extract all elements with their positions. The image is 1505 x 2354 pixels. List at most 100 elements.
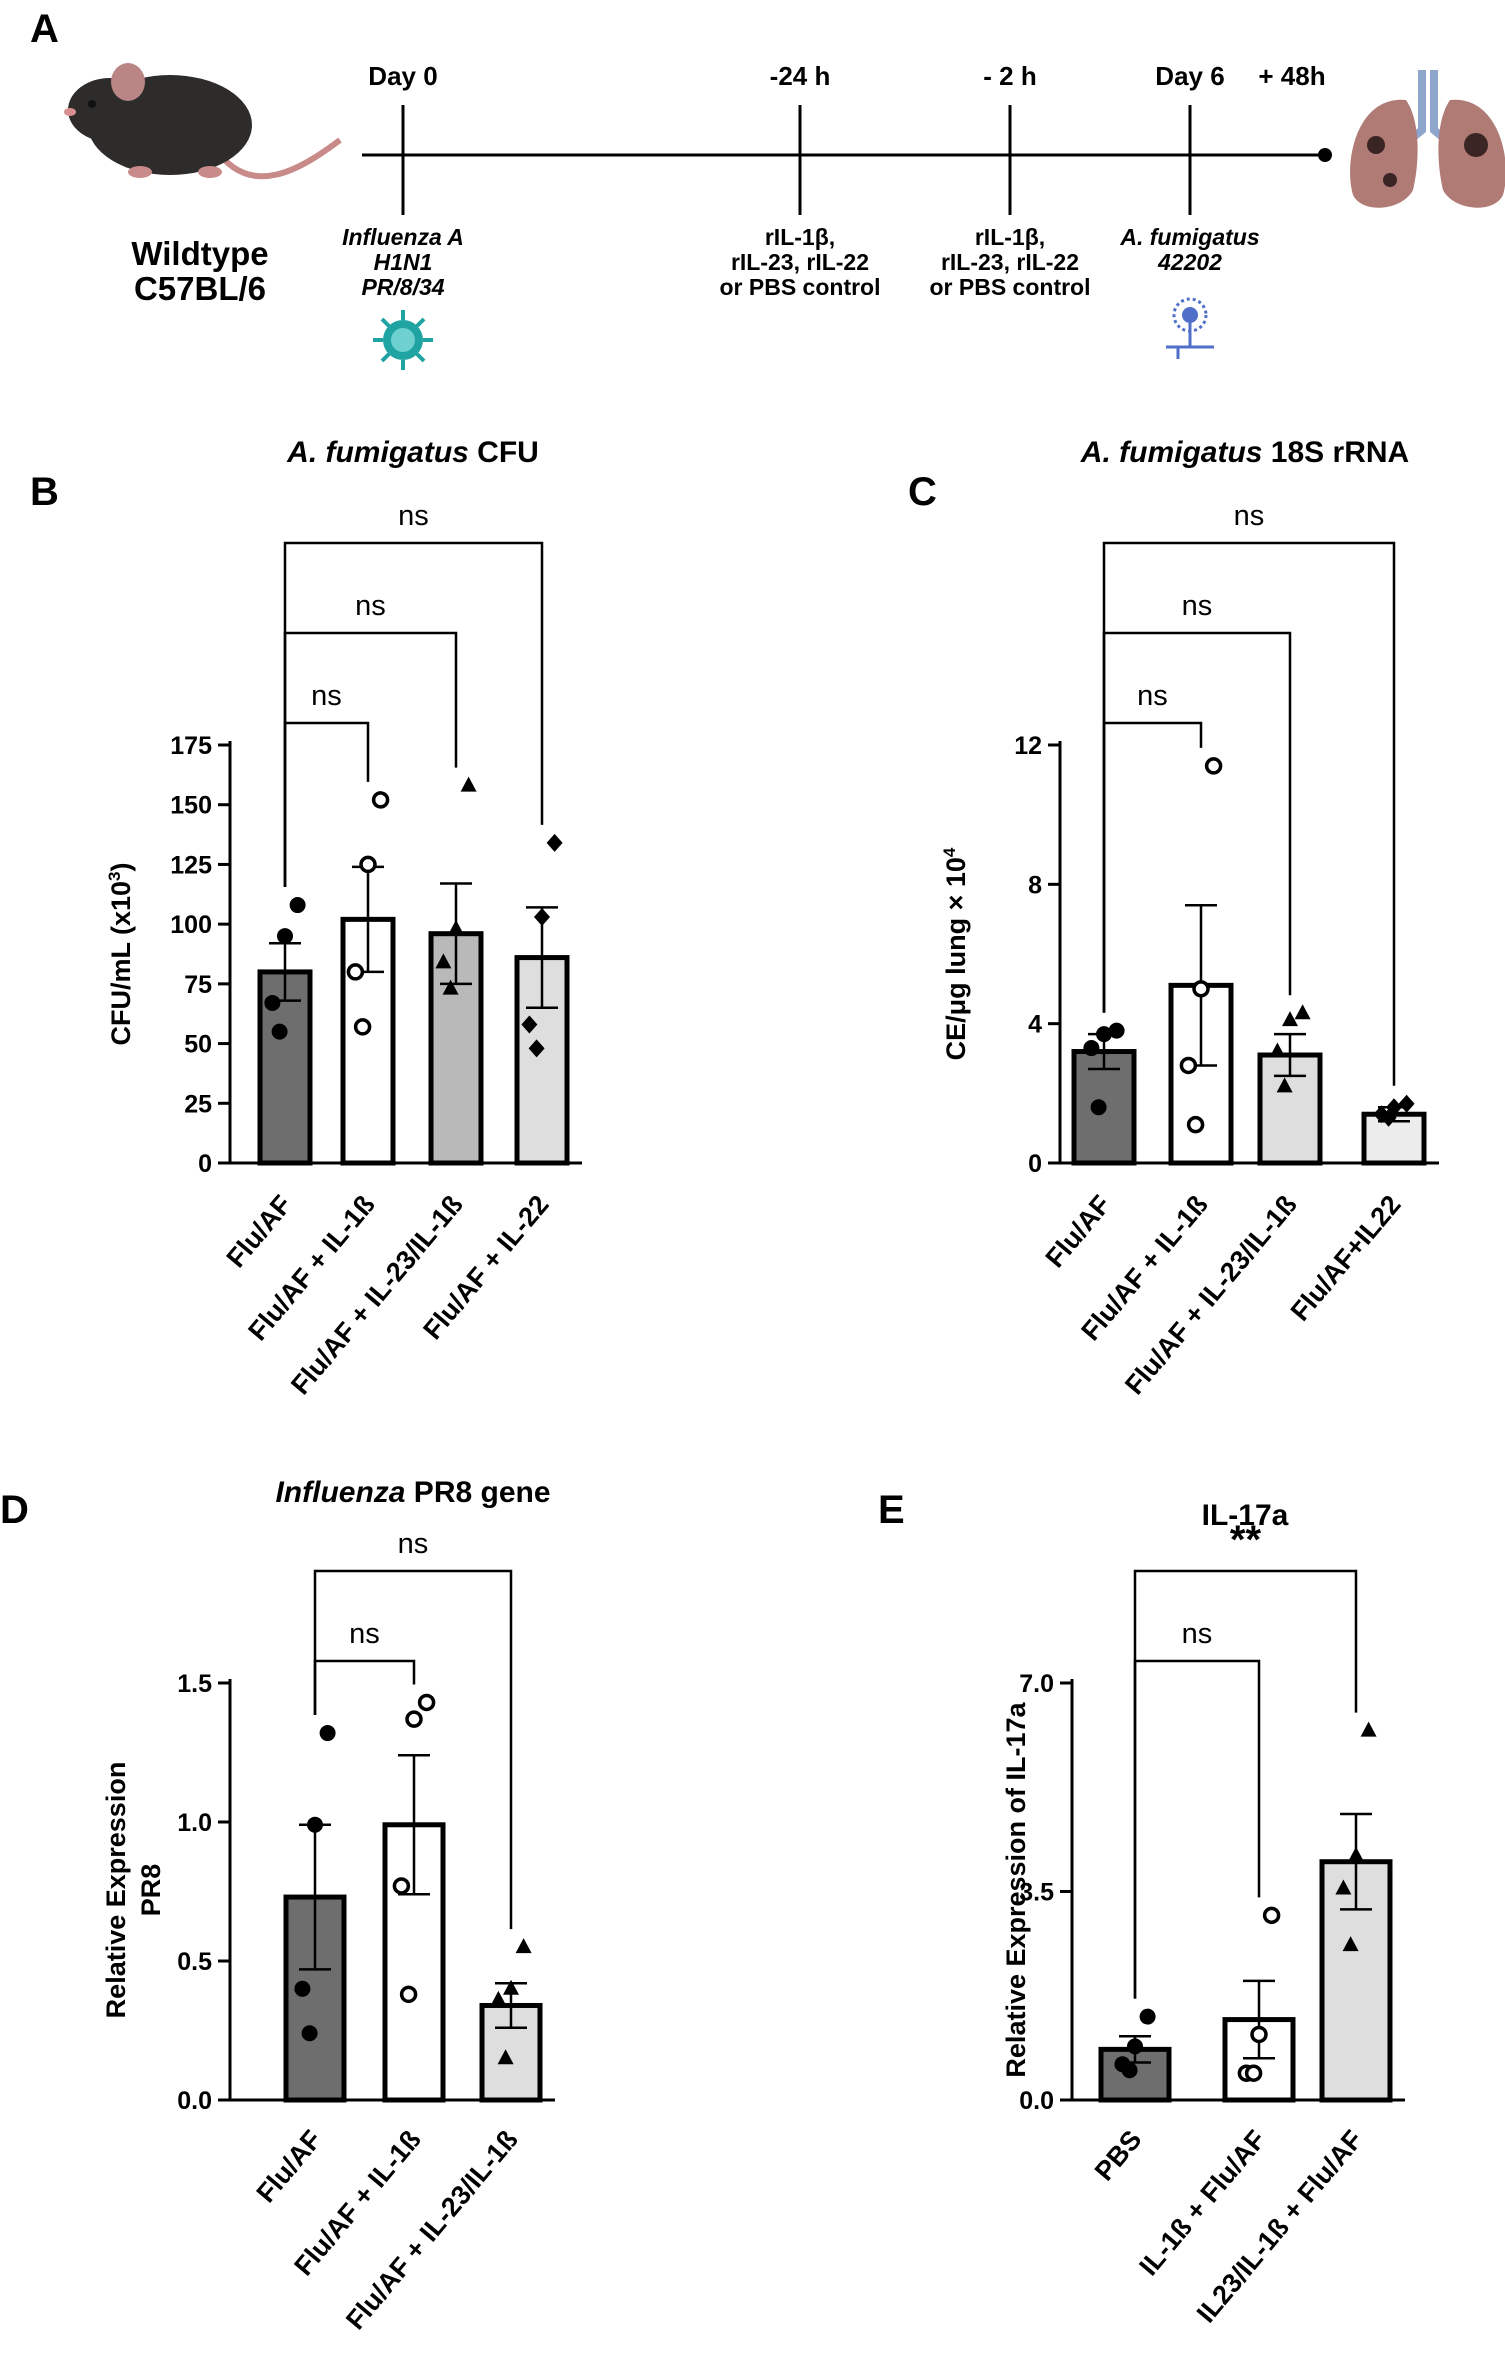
data-point [1398, 1094, 1415, 1113]
y-axis-label: CE/μg lung × 104 [940, 847, 971, 1060]
timeline-event-label: H1N1 [374, 249, 433, 275]
significance-bracket [313, 1659, 416, 1716]
data-point [497, 2049, 514, 2065]
panel-letter-c: C [908, 470, 937, 514]
data-point [1204, 757, 1223, 775]
data-point [1348, 1846, 1364, 1862]
data-point [528, 1039, 545, 1058]
chart-b: B A. fumigatus CFU 0 25 50 75 100 125 150 175 CFU/… [30, 436, 582, 1400]
data-point [1342, 1936, 1359, 1952]
data-point [277, 928, 293, 945]
data-point [435, 953, 452, 969]
data-point [1108, 1022, 1125, 1039]
data-point [1192, 980, 1210, 998]
data-point [353, 1018, 372, 1036]
panel-letter-e: E [878, 1488, 905, 1532]
x-category-label: Flu/AF [251, 2125, 328, 2209]
significance-bracket [1102, 541, 1396, 1086]
significance-label: ns [311, 680, 342, 712]
y-tick-label: 4 [1028, 1011, 1042, 1039]
x-category-label: PBS [1089, 2125, 1148, 2187]
timeline-event-label: rIL-1β, [975, 224, 1045, 250]
data-point [405, 1710, 423, 1728]
timeline-event-label: 42202 [1157, 249, 1222, 275]
y-tick-label: 175 [170, 732, 212, 760]
data-point [1262, 1906, 1281, 1925]
y-tick-label: 1.5 [177, 1670, 212, 1698]
timeline-event-label: Influenza A [342, 224, 464, 250]
timeline-event-time: -24 h [770, 61, 831, 91]
significance-label: ns [1182, 590, 1213, 622]
y-tick-label: 3.5 [1019, 1879, 1054, 1907]
significance-bracket [1102, 721, 1203, 1013]
data-point [1127, 2038, 1143, 2055]
chart-title: A. fumigatus 18S rRNA [1080, 436, 1409, 469]
timeline-end-label: + 48h [1258, 61, 1325, 91]
significance-bracket [1133, 1569, 1358, 1999]
data-point [371, 791, 390, 809]
timeline-event-label: rIL-1β, [765, 224, 835, 250]
data-point [1360, 1721, 1377, 1737]
y-tick-label: 12 [1014, 732, 1042, 760]
data-point [442, 979, 459, 995]
timeline-event-label: rIL-23, rIL-22 [941, 249, 1079, 275]
significance-label: ** [1230, 1518, 1262, 1562]
chart-title: A. fumigatus CFU [286, 436, 539, 469]
data-point [392, 1877, 411, 1895]
timeline-event-label: or PBS control [719, 274, 880, 300]
y-tick-label: 125 [170, 851, 212, 879]
data-point [271, 1023, 288, 1040]
significance-bracket [313, 1569, 513, 1930]
data-point [1335, 1879, 1352, 1895]
data-point [1186, 1115, 1205, 1134]
significance-label: ns [398, 500, 429, 532]
data-point [1282, 1011, 1298, 1027]
y-tick-label: 7.0 [1019, 1670, 1054, 1698]
y-tick-label: 0.0 [177, 2087, 212, 2115]
timeline-event-label: A. fumigatus [1119, 224, 1259, 250]
data-point [1294, 1004, 1311, 1020]
data-point [289, 897, 306, 914]
x-category-label: Flu/AF [1040, 1190, 1117, 1274]
panel-letter-a: A [30, 7, 59, 51]
mouse-strain-label-1: Wildtype [131, 235, 268, 272]
data-point [460, 776, 477, 792]
data-point [1276, 1077, 1293, 1093]
y-axis-label: CFU/mL (x103) [105, 862, 136, 1045]
y-tick-label: 8 [1028, 871, 1042, 899]
fungus-icon [1166, 297, 1214, 359]
x-category-label: Flu/AF + IL-23/IL-1ß [285, 1190, 469, 1401]
data-point [1244, 2064, 1263, 2082]
timeline-event-time: Day 6 [1155, 61, 1224, 91]
data-point [521, 1015, 538, 1034]
data-point [1250, 2025, 1268, 2044]
y-axis-label: Relative Expression of IL-17a [1001, 1701, 1031, 2077]
timeline-event-time: - 2 h [983, 61, 1036, 91]
y-tick-label: 0 [1028, 1150, 1042, 1178]
data-point [319, 1725, 336, 1742]
y-axis-label: Relative Expression [101, 1762, 131, 2019]
chart-e: E IL-17a 0.0 3.5 7.0 Relative Expression of I… [878, 1488, 1405, 2328]
panel-letter-b: B [30, 470, 59, 514]
timeline-event-label: rIL-23, rIL-22 [731, 249, 869, 275]
y-tick-label: 0.5 [177, 1948, 212, 1976]
y-tick-label: 100 [170, 911, 212, 939]
x-category-label: IL23/IL-1ß + Flu/AF [1191, 2125, 1369, 2329]
data-point [1380, 1108, 1397, 1127]
significance-bracket [283, 721, 370, 888]
significance-bracket [283, 541, 544, 888]
data-point [1179, 1056, 1198, 1075]
x-category-label: Flu/AF+IL22 [1285, 1190, 1407, 1327]
y-tick-label: 25 [184, 1090, 212, 1118]
y-tick-label: 1.0 [177, 1809, 212, 1837]
data-point [534, 907, 550, 926]
significance-bracket [1133, 1659, 1261, 1999]
y-tick-label: 0.0 [1019, 2087, 1054, 2115]
data-point [399, 1985, 418, 2004]
significance-label: ns [1182, 1618, 1213, 1650]
significance-label: ns [1137, 680, 1168, 712]
y-tick-label: 75 [184, 971, 212, 999]
data-point [264, 994, 281, 1011]
